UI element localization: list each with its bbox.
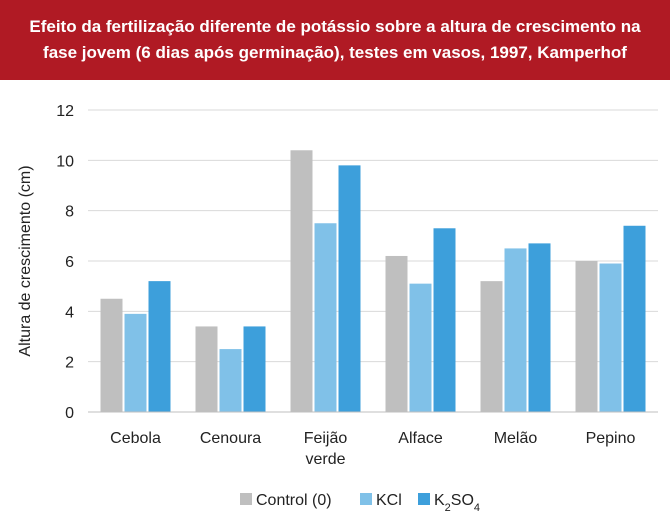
y-tick-label: 10 bbox=[56, 153, 74, 170]
x-tick-label: Cebola bbox=[110, 430, 161, 447]
bar bbox=[385, 255, 408, 412]
bar bbox=[409, 283, 432, 412]
x-tick-label: Pepino bbox=[586, 430, 636, 447]
y-tick-label: 4 bbox=[65, 304, 74, 321]
bar bbox=[195, 326, 218, 412]
bar bbox=[290, 150, 313, 412]
bar bbox=[314, 223, 337, 412]
bar bbox=[623, 225, 646, 412]
bar bbox=[433, 228, 456, 412]
bar bbox=[338, 165, 361, 412]
bar bbox=[480, 281, 503, 412]
legend-label: K2SO4 bbox=[434, 492, 480, 514]
bar bbox=[504, 248, 527, 412]
bar bbox=[100, 298, 123, 412]
x-tick-label: verde bbox=[305, 451, 345, 468]
bar bbox=[528, 243, 551, 412]
title-banner: Efeito da fertilização diferente de potá… bbox=[0, 0, 670, 80]
y-tick-label: 6 bbox=[65, 254, 74, 271]
legend-swatch bbox=[360, 493, 372, 505]
x-tick-label: Cenoura bbox=[200, 430, 261, 447]
y-tick-label: 12 bbox=[56, 103, 74, 120]
chart-title: Efeito da fertilização diferente de potá… bbox=[29, 17, 641, 62]
legend-swatch bbox=[240, 493, 252, 505]
y-tick-label: 0 bbox=[65, 405, 74, 422]
bar bbox=[599, 263, 622, 412]
legend-swatch bbox=[418, 493, 430, 505]
bar bbox=[243, 326, 266, 412]
y-tick-label: 8 bbox=[65, 204, 74, 221]
x-tick-label: Alface bbox=[398, 430, 443, 447]
bar bbox=[575, 261, 598, 412]
x-tick-label: Melão bbox=[494, 430, 538, 447]
bar bbox=[124, 313, 147, 412]
y-tick-label: 2 bbox=[65, 355, 74, 372]
legend-label: KCl bbox=[376, 492, 402, 509]
x-tick-label: Feijão bbox=[304, 430, 348, 447]
bar bbox=[148, 281, 171, 412]
bar bbox=[219, 349, 242, 412]
legend-label: Control (0) bbox=[256, 492, 332, 509]
y-axis-label: Altura de crescimento (cm) bbox=[17, 165, 34, 356]
